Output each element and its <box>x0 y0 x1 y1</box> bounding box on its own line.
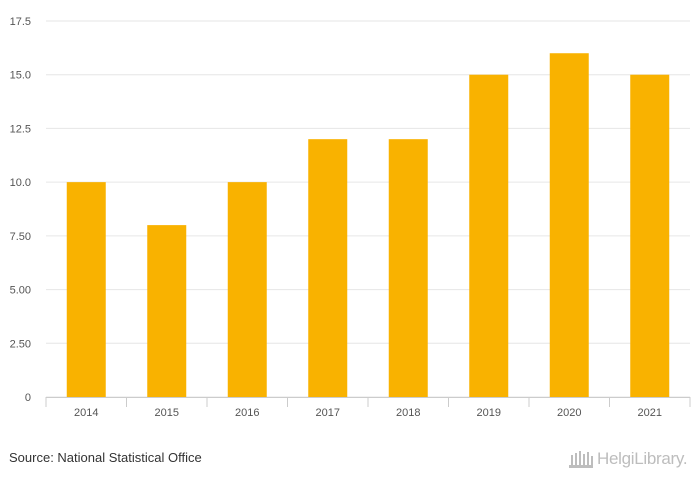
x-axis: 2014 2015 2016 2017 2018 2019 2020 2021 <box>45 397 691 419</box>
y-axis-ticks: 0 2.50 5.00 7.50 10.0 12.5 15.0 17.5 <box>10 16 31 404</box>
y-tick-label: 7.50 <box>10 231 31 243</box>
bar-2020 <box>549 53 589 397</box>
bar-2016 <box>227 182 267 397</box>
x-tick-label: 2016 <box>235 407 259 419</box>
y-tick-label: 0 <box>25 392 31 404</box>
x-tick-label: 2018 <box>396 407 420 419</box>
x-tick-label: 2014 <box>74 407 98 419</box>
bars <box>66 53 670 397</box>
library-building-icon <box>569 451 593 468</box>
x-tick-label: 2021 <box>638 407 662 419</box>
source-note: Source: National Statistical Office <box>9 450 202 465</box>
y-tick-label: 10.0 <box>10 177 31 189</box>
y-tick-label: 17.5 <box>10 16 31 28</box>
bar-2014 <box>66 182 106 397</box>
x-tick-label: 2017 <box>316 407 340 419</box>
bar-2019 <box>469 74 509 397</box>
helgi-library-logo: HelgiLibrary. <box>568 447 688 471</box>
bar-2021 <box>630 74 670 397</box>
y-tick-label: 2.50 <box>10 338 31 350</box>
bar-2018 <box>388 139 428 397</box>
x-tick-label: 2015 <box>155 407 179 419</box>
x-tick-label: 2020 <box>557 407 581 419</box>
y-tick-label: 12.5 <box>10 123 31 135</box>
x-tick-label: 2019 <box>477 407 501 419</box>
y-tick-label: 15.0 <box>10 70 31 82</box>
bar-2015 <box>147 225 187 397</box>
gridlines <box>46 20 690 398</box>
logo-text: HelgiLibrary. <box>597 449 688 468</box>
bar-2017 <box>308 139 348 397</box>
y-tick-label: 5.00 <box>10 285 31 297</box>
